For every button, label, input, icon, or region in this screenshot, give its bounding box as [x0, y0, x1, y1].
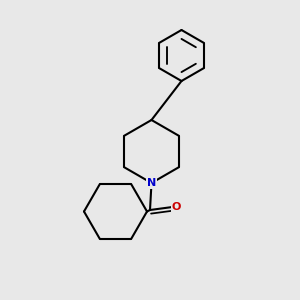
Text: N: N: [147, 178, 156, 188]
Text: N: N: [147, 178, 156, 188]
Text: O: O: [171, 202, 181, 212]
